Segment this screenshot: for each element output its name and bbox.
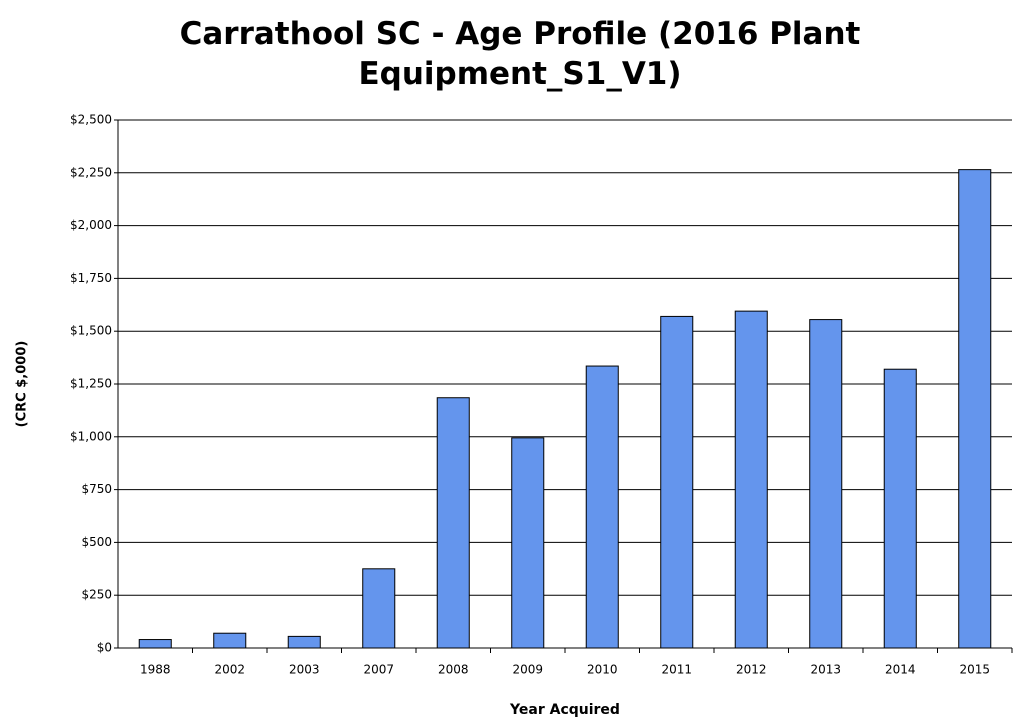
x-tick-label: 2008 [438, 663, 469, 677]
bar [809, 319, 843, 649]
chart-title: Carrathool SC - Age Profile (2016 Plant … [179, 16, 861, 92]
y-tick-label: $1,500 [70, 324, 112, 338]
x-tick-label: 2011 [661, 663, 692, 677]
bar [138, 639, 172, 649]
x-tick-label: 2010 [587, 663, 618, 677]
bar [734, 310, 768, 649]
y-tick-label: $1,750 [70, 271, 112, 285]
x-tick-label: 1988 [140, 663, 171, 677]
x-tick-label: 2013 [810, 663, 841, 677]
bar [362, 568, 396, 649]
x-tick-label: 2002 [214, 663, 245, 677]
bar [958, 169, 992, 649]
x-tick-label: 2014 [885, 663, 916, 677]
bar [213, 632, 247, 649]
y-tick-label: $2,000 [70, 218, 112, 232]
x-tick-label: 2007 [363, 663, 394, 677]
y-tick-label: $250 [81, 588, 112, 602]
y-tick-label: $1,250 [70, 377, 112, 391]
bar [511, 437, 545, 649]
bar [660, 315, 694, 649]
y-tick-label: $0 [97, 641, 112, 655]
y-tick-label: $500 [81, 535, 112, 549]
y-tick-label: $1,000 [70, 429, 112, 443]
y-tick-label: $2,500 [70, 113, 112, 127]
bar [883, 368, 917, 649]
y-tick-label: $750 [81, 482, 112, 496]
bar [585, 365, 619, 649]
x-tick-label: 2009 [512, 663, 543, 677]
bar [436, 397, 470, 649]
x-tick-label: 2015 [959, 663, 990, 677]
x-axis-label: Year Acquired [509, 702, 620, 718]
bar [287, 635, 321, 649]
x-tick-label: 2012 [736, 663, 767, 677]
x-tick-label: 2003 [289, 663, 320, 677]
y-axis-label: (CRC $,000) [15, 341, 30, 428]
y-tick-label: $2,250 [70, 165, 112, 179]
